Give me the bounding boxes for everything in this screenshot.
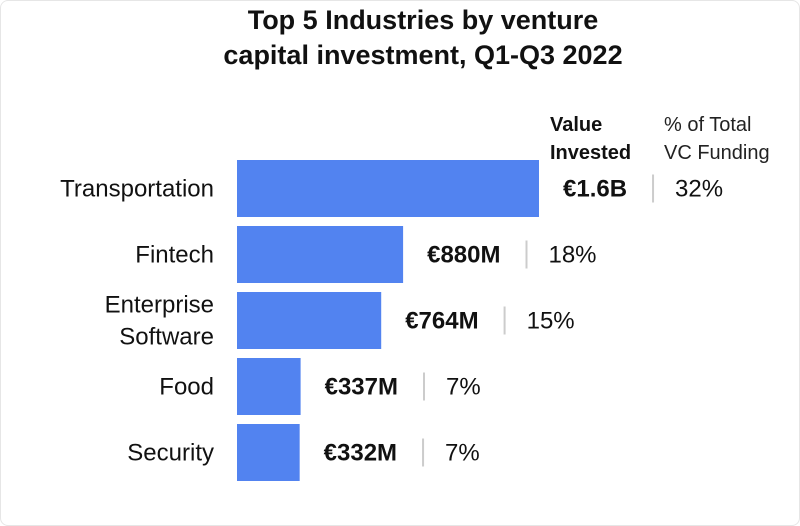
percent-header-line-1: % of Total xyxy=(664,114,752,136)
percent-label-1: 18% xyxy=(548,242,596,269)
value-header-line-2: Invested xyxy=(550,142,632,164)
percent-header-line-2: VC Funding xyxy=(664,142,770,164)
bar-2 xyxy=(237,292,382,349)
category-label-0: Transportation xyxy=(60,176,214,203)
category-label-1: Fintech xyxy=(135,242,214,269)
percent-label-4: 7% xyxy=(445,440,480,467)
bar-1 xyxy=(237,226,404,283)
value-label-2: €764M xyxy=(405,308,478,335)
bar-0 xyxy=(237,160,539,217)
bar-3 xyxy=(237,358,301,415)
category-label-2-line-0: Enterprise xyxy=(105,292,214,319)
chart-title-line-2: capital investment, Q1-Q3 2022 xyxy=(223,40,623,70)
value-label-0: €1.6B xyxy=(563,176,627,203)
value-header-line-1: Value xyxy=(550,114,603,136)
chart-title: Top 5 Industries by venture capital inve… xyxy=(1,3,799,73)
value-column-header: Value Invested xyxy=(550,111,631,167)
value-label-4: €332M xyxy=(324,440,397,467)
chart-title-line-1: Top 5 Industries by venture xyxy=(247,5,599,35)
value-label-1: €880M xyxy=(427,242,500,269)
percent-label-3: 7% xyxy=(446,374,481,401)
percent-label-0: 32% xyxy=(675,176,723,203)
bar-4 xyxy=(237,424,300,481)
category-label-4: Security xyxy=(127,440,214,467)
percent-label-2: 15% xyxy=(527,308,575,335)
percent-column-header: % of Total VC Funding xyxy=(664,111,770,167)
value-label-3: €337M xyxy=(325,374,398,401)
category-label-2-line-1: Software xyxy=(119,324,214,351)
category-label-3: Food xyxy=(159,374,214,401)
